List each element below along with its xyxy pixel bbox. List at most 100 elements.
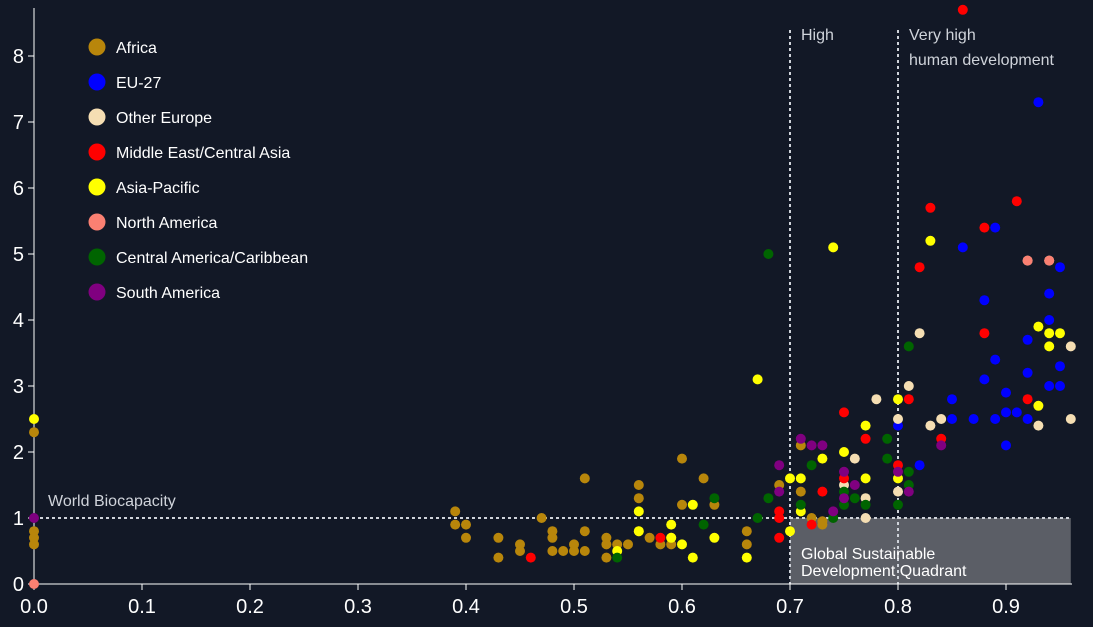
point-other-europe bbox=[1065, 341, 1076, 352]
point-other-europe bbox=[871, 394, 882, 405]
point-africa bbox=[579, 473, 590, 484]
x-tick-label: 0.0 bbox=[20, 596, 48, 618]
point-central-america-caribbean bbox=[806, 460, 817, 471]
y-tick-label: 0 bbox=[13, 574, 24, 596]
reference-lines bbox=[34, 30, 1072, 584]
point-eu-27 bbox=[1044, 288, 1055, 299]
axes: 0.0 0.1 0.2 0.3 0.4 0.5 0.6 0.7 0.8 0.9 0 1 2 3 4 5 6 7 8 bbox=[13, 8, 1072, 618]
point-middle-east-central-asia bbox=[925, 202, 936, 213]
point-middle-east-central-asia bbox=[655, 532, 666, 543]
point-eu-27 bbox=[1001, 387, 1011, 398]
point-central-america-caribbean bbox=[763, 493, 774, 504]
point-africa bbox=[633, 493, 644, 504]
point-africa bbox=[698, 473, 709, 484]
x-tick-label: 0.4 bbox=[452, 596, 480, 618]
point-central-america-caribbean bbox=[903, 466, 914, 477]
point-south-america bbox=[774, 460, 785, 471]
y-tick-label: 1 bbox=[13, 508, 24, 530]
point-eu-27 bbox=[1001, 440, 1011, 451]
point-other-europe bbox=[893, 414, 903, 424]
point-africa bbox=[536, 513, 547, 523]
point-eu-27 bbox=[979, 295, 990, 306]
point-asia-pacific bbox=[741, 552, 752, 563]
legend: Africa EU-27 Other Europe Middle East/Centr… bbox=[88, 38, 308, 302]
point-africa bbox=[493, 552, 504, 563]
data-points bbox=[29, 4, 1076, 589]
point-central-america-caribbean bbox=[893, 499, 903, 510]
point-africa bbox=[461, 519, 471, 530]
point-asia-pacific bbox=[1033, 400, 1044, 411]
point-central-america-caribbean bbox=[903, 341, 914, 352]
point-asia-pacific bbox=[677, 539, 687, 550]
point-asia-pacific bbox=[666, 519, 677, 530]
point-africa bbox=[558, 546, 569, 556]
point-eu-27 bbox=[1001, 407, 1011, 418]
point-eu-27 bbox=[1044, 315, 1055, 325]
very-high-development-label-line2: human development bbox=[909, 52, 1055, 69]
point-eu-27 bbox=[914, 460, 925, 471]
high-development-label: High bbox=[801, 27, 834, 44]
point-middle-east-central-asia bbox=[806, 519, 817, 530]
point-africa bbox=[450, 519, 461, 530]
point-eu-27 bbox=[1055, 262, 1065, 273]
legend-label-other-europe: Other Europe bbox=[116, 110, 212, 127]
point-eu-27 bbox=[1022, 414, 1033, 424]
point-other-europe bbox=[903, 381, 914, 391]
point-eu-27 bbox=[990, 222, 1001, 233]
y-tick-label: 8 bbox=[13, 46, 24, 68]
point-central-america-caribbean bbox=[882, 453, 893, 464]
point-other-europe bbox=[849, 453, 860, 464]
point-middle-east-central-asia bbox=[903, 394, 914, 405]
point-eu-27 bbox=[990, 414, 1001, 424]
point-middle-east-central-asia bbox=[839, 407, 849, 418]
point-asia-pacific bbox=[752, 374, 763, 385]
point-asia-pacific bbox=[687, 552, 698, 563]
point-asia-pacific bbox=[828, 242, 839, 253]
point-south-america bbox=[828, 506, 839, 517]
legend-label-north-america: North America bbox=[116, 215, 217, 232]
point-central-america-caribbean bbox=[763, 249, 774, 259]
point-africa bbox=[547, 546, 558, 556]
x-tick-label: 0.8 bbox=[884, 596, 912, 618]
legend-label-central-america-caribbean: Central America/Caribbean bbox=[116, 250, 308, 267]
point-middle-east-central-asia bbox=[860, 433, 871, 444]
legend-swatch-central-america-caribbean bbox=[88, 248, 106, 266]
y-tick-label: 6 bbox=[13, 178, 24, 200]
point-africa bbox=[29, 427, 39, 438]
point-africa bbox=[741, 526, 752, 537]
legend-swatch-north-america bbox=[88, 213, 106, 231]
x-tick-label: 0.6 bbox=[668, 596, 696, 618]
point-asia-pacific bbox=[709, 532, 720, 543]
legend-label-south-america: South America bbox=[116, 285, 220, 302]
point-south-america bbox=[849, 480, 860, 490]
point-africa bbox=[795, 486, 806, 497]
point-africa bbox=[515, 546, 525, 556]
point-middle-east-central-asia bbox=[774, 513, 785, 523]
legend-label-eu-27: EU-27 bbox=[116, 75, 161, 92]
point-eu-27 bbox=[947, 414, 957, 424]
point-middle-east-central-asia bbox=[979, 222, 990, 233]
point-eu-27 bbox=[1044, 381, 1055, 391]
y-tick-label: 3 bbox=[13, 376, 24, 398]
point-other-europe bbox=[1065, 414, 1076, 424]
point-central-america-caribbean bbox=[795, 499, 806, 510]
point-africa bbox=[450, 506, 461, 517]
point-south-america bbox=[774, 486, 785, 497]
point-north-america bbox=[1022, 255, 1033, 266]
point-eu-27 bbox=[1011, 407, 1022, 418]
point-north-america bbox=[1044, 255, 1055, 266]
point-middle-east-central-asia bbox=[979, 328, 990, 339]
point-central-america-caribbean bbox=[698, 519, 709, 530]
point-central-america-caribbean bbox=[849, 493, 860, 504]
point-africa bbox=[461, 532, 471, 543]
y-tick-label: 4 bbox=[13, 310, 24, 332]
point-africa bbox=[601, 552, 612, 563]
point-south-america bbox=[795, 433, 806, 444]
point-africa bbox=[29, 539, 39, 550]
x-tick-label: 0.7 bbox=[776, 596, 804, 618]
legend-swatch-africa bbox=[88, 38, 106, 56]
point-eu-27 bbox=[1033, 97, 1044, 108]
point-africa bbox=[644, 532, 655, 543]
point-africa bbox=[623, 539, 633, 550]
point-other-europe bbox=[860, 513, 871, 523]
